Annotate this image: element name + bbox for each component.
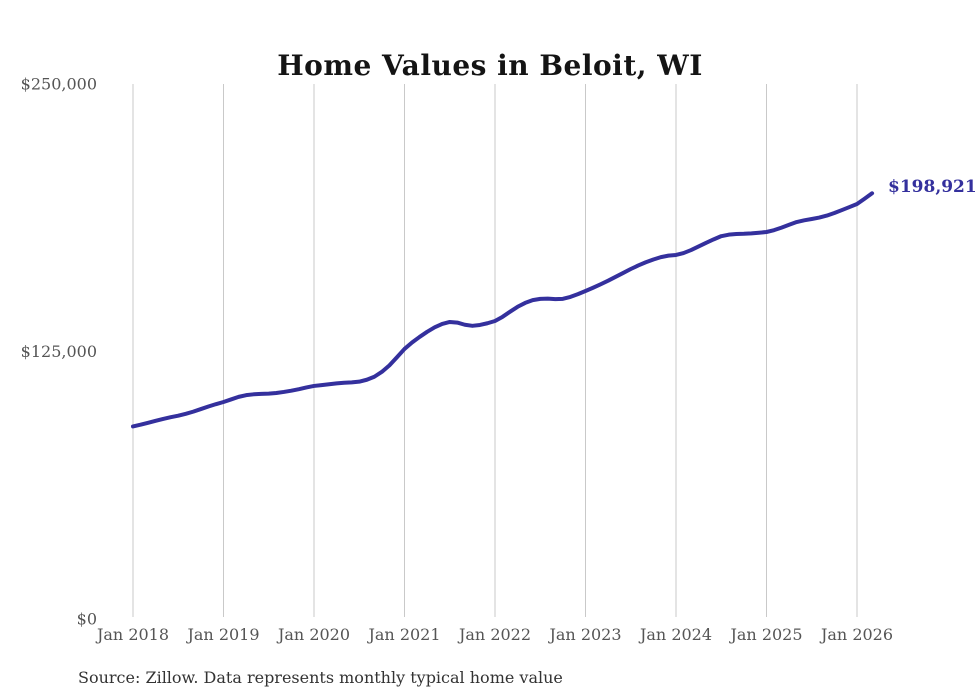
- y-tick-label: $125,000: [21, 342, 97, 361]
- x-tick-label: Jan 2023: [547, 625, 621, 644]
- x-tick-label: Jan 2025: [728, 625, 802, 644]
- x-tick-label: Jan 2018: [95, 625, 169, 644]
- x-tick-label: Jan 2026: [819, 625, 893, 644]
- x-tick-label: Jan 2019: [185, 625, 259, 644]
- y-tick-label: $0: [77, 610, 97, 629]
- y-tick-label: $250,000: [21, 75, 97, 94]
- x-tick-label: Jan 2020: [276, 625, 350, 644]
- x-tick-label: Jan 2021: [366, 625, 440, 644]
- x-tick-label: Jan 2024: [638, 625, 712, 644]
- source-note: Source: Zillow. Data represents monthly …: [78, 668, 563, 687]
- home-value-line: [131, 191, 875, 429]
- x-tick-label: Jan 2022: [457, 625, 531, 644]
- latest-value-label: $198,921: [888, 177, 977, 197]
- chart-title: Home Values in Beloit, WI: [277, 48, 703, 82]
